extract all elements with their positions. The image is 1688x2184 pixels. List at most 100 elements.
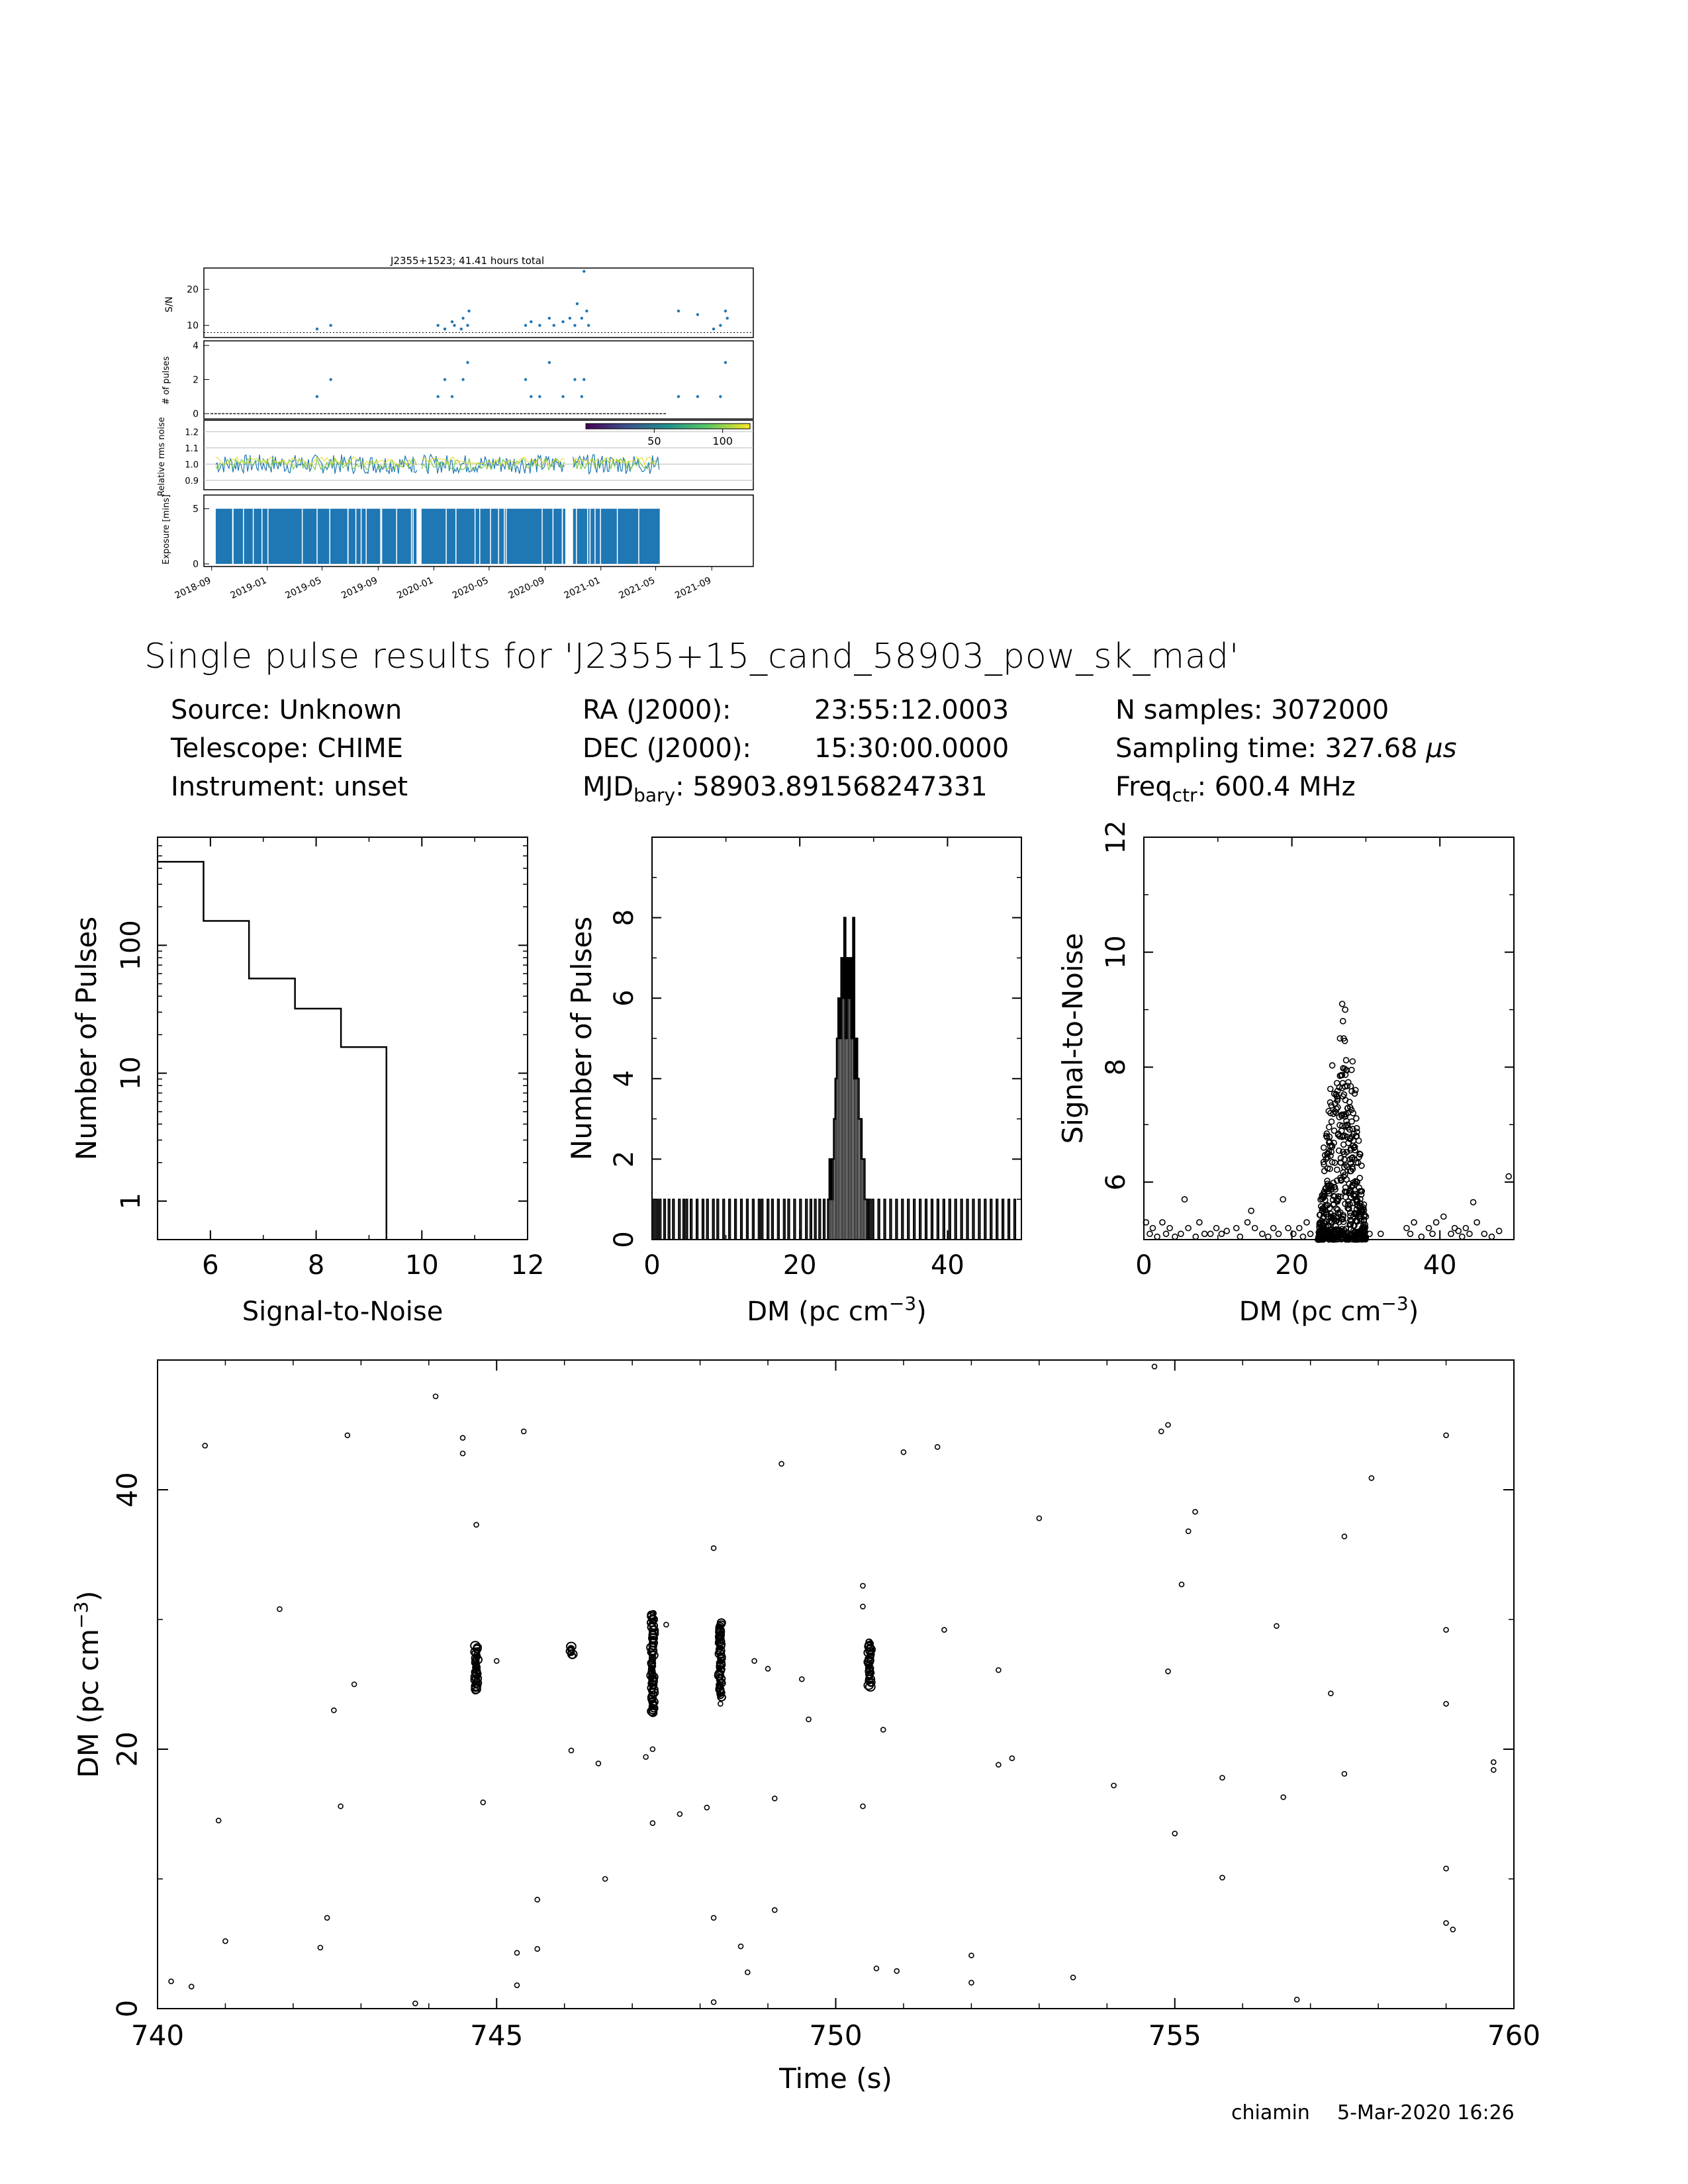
dec-label: DEC (J2000): xyxy=(583,733,751,764)
sn-dm-cluster-point xyxy=(1329,1185,1335,1193)
dm-time-point xyxy=(860,1604,866,1610)
exposure-bar xyxy=(421,508,565,564)
dm-time-xtick-label: 750 xyxy=(809,2019,862,2052)
rms-panel-frame xyxy=(203,420,754,490)
pulses-zero-mark xyxy=(312,413,315,414)
pulses-zero-mark xyxy=(500,413,504,414)
sn-dm-cluster-point xyxy=(1348,1088,1355,1095)
sn-hist-steps xyxy=(158,860,388,1240)
pulses-point xyxy=(724,361,727,364)
dm-hist-ytick-label: 0 xyxy=(609,1231,639,1248)
sn-dm-point xyxy=(1290,1230,1297,1238)
dm-time-point xyxy=(1490,1767,1497,1773)
dm-hist-bar xyxy=(954,1199,957,1240)
pulses-zero-mark xyxy=(373,413,376,414)
sn-point xyxy=(453,324,456,327)
exposure-panel-frame xyxy=(203,494,754,567)
sn-dm-point xyxy=(1411,1219,1417,1226)
dm-hist-bar xyxy=(771,1199,774,1240)
pulses-zero-mark xyxy=(444,413,447,414)
dm-time-cluster-point xyxy=(865,1638,873,1645)
sn-dm-cluster-point xyxy=(1336,1122,1343,1128)
sn-panel-frame xyxy=(203,267,754,338)
pulses-zero-mark xyxy=(346,413,350,414)
pulses-zero-mark xyxy=(316,413,319,414)
sn-hist-xtick-label: 12 xyxy=(511,1250,545,1281)
pulses-zero-mark xyxy=(282,413,285,414)
dm-time-point xyxy=(1178,1581,1185,1588)
sn-dm-cluster-point xyxy=(1342,1201,1348,1207)
pulses-point xyxy=(461,378,465,381)
dm-time-point xyxy=(1443,1701,1449,1707)
sn-dm-cluster-point xyxy=(1327,1152,1334,1160)
pulses-zero-mark xyxy=(263,413,266,414)
dm-time-ylabel: DM (pc cm−3) xyxy=(70,1590,105,1778)
pulses-zero-mark xyxy=(289,413,293,414)
dm-time-point xyxy=(996,1762,1002,1768)
dm-hist-bar xyxy=(918,1199,922,1240)
dm-time-xtick-label: 755 xyxy=(1149,2019,1201,2052)
dm-time-point xyxy=(459,1435,466,1441)
dm-hist-bar xyxy=(868,1199,872,1240)
pulses-zero-mark xyxy=(584,413,587,414)
colorbar-tick-label: 100 xyxy=(712,435,733,447)
exposure-bar xyxy=(215,508,417,564)
pulses-zero-mark xyxy=(350,413,353,414)
dm-hist-bar xyxy=(913,1199,916,1240)
sn-dm-cluster-point xyxy=(1343,1162,1350,1169)
dm-hist-bar xyxy=(787,1199,790,1240)
pulses-point xyxy=(561,395,565,398)
dm-time-point xyxy=(710,1545,717,1551)
rms-ytick-label: 1.2 xyxy=(185,428,199,437)
sn-dm-cluster-point xyxy=(1354,1160,1362,1166)
sn-vs-dm-plot: 0 20 40 6 8 10 12 DM (pc cm−3) Signal-to-Noise xyxy=(1056,821,1515,1327)
exposure-xtick-label: 2021-09 xyxy=(673,575,713,601)
dm-hist-bar xyxy=(930,1199,934,1240)
pulses-zero-mark xyxy=(659,413,663,414)
sn-dm-cluster-point xyxy=(1333,1226,1340,1233)
pulses-ytick-label: 0 xyxy=(193,409,199,420)
dm-time-point xyxy=(1443,1920,1449,1926)
rms-ytick-label: 0.9 xyxy=(185,477,199,486)
dm-time-point xyxy=(1219,1774,1225,1781)
pulses-zero-mark xyxy=(236,413,240,414)
sn-dm-cluster-point xyxy=(1357,1200,1364,1207)
sn-point xyxy=(585,309,588,313)
dm-hist-bar xyxy=(678,1199,681,1240)
dm-time-point xyxy=(968,1979,974,1986)
rms-trace xyxy=(215,454,418,475)
dm-time-point xyxy=(771,1907,778,1913)
sn-dm-cluster-point xyxy=(1338,1001,1346,1007)
sn-dm-cluster-point xyxy=(1350,1144,1358,1152)
dm-time-point xyxy=(860,1803,866,1809)
pulses-zero-mark xyxy=(486,413,489,414)
dm-time-point xyxy=(1111,1782,1117,1789)
dm-hist-bar xyxy=(978,1199,981,1240)
pulses-zero-mark xyxy=(440,413,444,414)
sn-dm-cluster-point xyxy=(1353,1132,1360,1140)
sn-dm-point xyxy=(1432,1219,1440,1226)
pulses-zero-mark xyxy=(463,413,466,414)
sn-dm-point xyxy=(1270,1224,1277,1232)
sn-dm-cluster-point xyxy=(1348,1066,1355,1073)
dm-time-point xyxy=(1490,1759,1497,1765)
dm-time-point xyxy=(1165,1422,1171,1428)
dm-hist-xtick-label: 40 xyxy=(931,1250,964,1281)
pulses-zero-mark xyxy=(573,413,576,414)
dm-time-point xyxy=(934,1444,941,1450)
pulses-zero-mark xyxy=(508,413,512,414)
dm-hist-bar xyxy=(883,1199,886,1240)
rms-trace-colored xyxy=(573,457,659,471)
pulses-zero-mark xyxy=(622,413,625,414)
dm-time-point xyxy=(798,1676,805,1682)
rms-ytick-label: 1.0 xyxy=(185,460,199,470)
source-field: Source: Unknown xyxy=(171,695,402,725)
sn-dm-cluster-point xyxy=(1345,1189,1352,1197)
dm-hist-bar xyxy=(871,1199,874,1240)
sampling-field: Sampling time: 327.68 μs xyxy=(1115,733,1457,764)
ra-label: RA (J2000): xyxy=(583,695,731,725)
pulses-zero-mark xyxy=(489,413,492,414)
exposure-xtick-label: 2020-09 xyxy=(507,575,547,601)
sn-point xyxy=(450,320,454,324)
sn-histogram-plot: 6 8 10 12 1 10 100 Signal-to-Noise Number of Pul… xyxy=(70,837,544,1327)
